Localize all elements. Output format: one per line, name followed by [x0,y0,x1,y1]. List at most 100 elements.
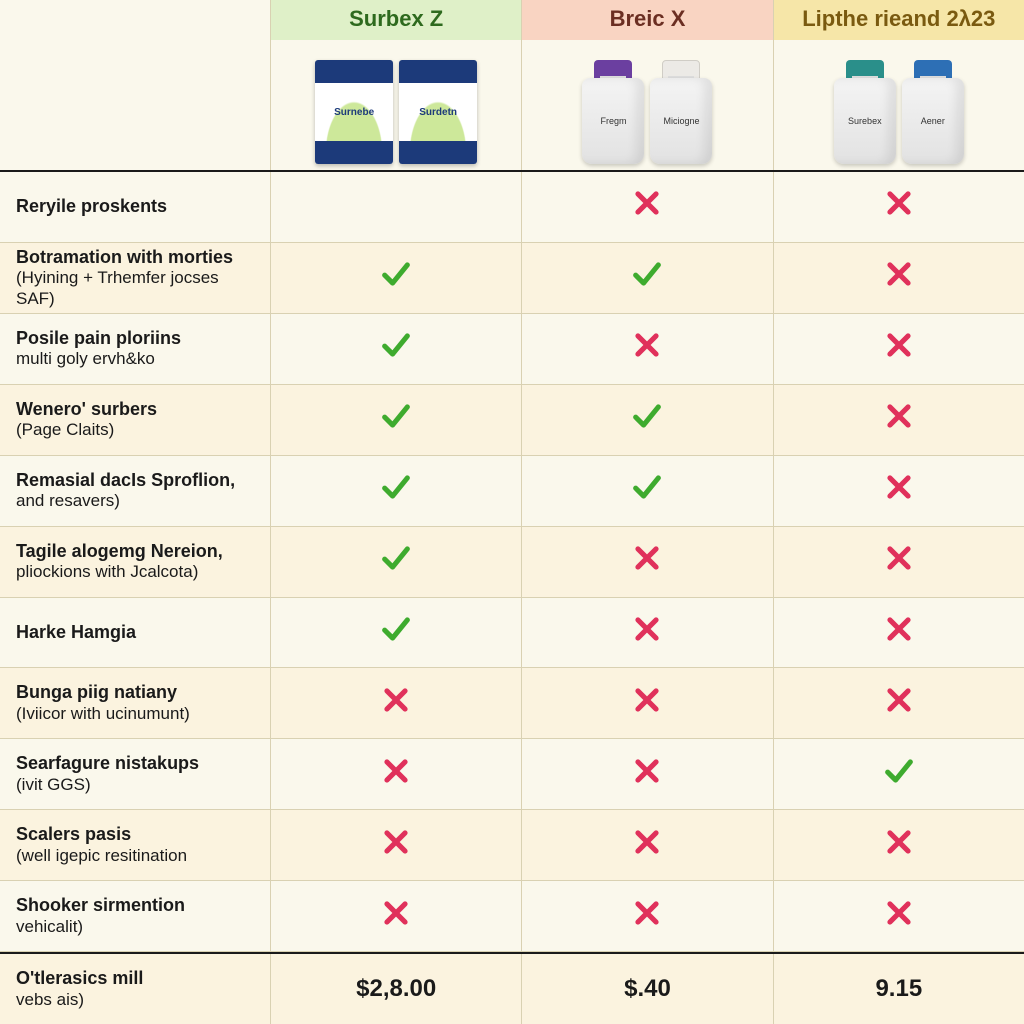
product-header-0: Surbex Z Surnebe Surdetn [270,0,521,170]
feature-cell [773,314,1024,384]
table-row: Shooker sirmentionvehicalit) [0,881,1024,952]
x-icon [630,541,664,582]
table-body: Reryile proskentsBotramation with mortie… [0,170,1024,1024]
feature-cell [270,314,521,384]
comparison-table: Surbex Z Surnebe Surdetn Breic X Fregm M… [0,0,1024,1024]
table-row: Remasial dacIs Sproflion,and resavers) [0,456,1024,527]
feature-cell [521,314,772,384]
check-icon [630,257,664,298]
x-icon [630,754,664,795]
feature-cell [773,243,1024,313]
x-icon [882,683,916,724]
check-icon [379,257,413,298]
x-icon [379,825,413,866]
check-icon [379,541,413,582]
product-name: Lipthe rieand 2λ23 [774,0,1024,40]
table-header-row: Surbex Z Surnebe Surdetn Breic X Fregm M… [0,0,1024,170]
x-icon [630,186,664,227]
feature-cell [521,739,772,809]
product-image-box: Surnebe [315,60,393,164]
x-icon [882,186,916,227]
x-icon [630,683,664,724]
x-icon [630,612,664,653]
product-name: Breic X [522,0,772,40]
row-label: Remasial dacIs Sproflion,and resavers) [0,456,270,526]
check-icon [882,754,916,795]
x-icon [379,754,413,795]
feature-cell [773,456,1024,526]
check-icon [630,470,664,511]
table-row: Bunga piig natiany(Iviicor with ucinumun… [0,668,1024,739]
feature-cell [773,527,1024,597]
x-icon [630,825,664,866]
feature-cell [773,881,1024,951]
product-image-bottle: Fregm [582,52,644,164]
feature-cell [270,385,521,455]
feature-cell [270,739,521,809]
x-icon [630,896,664,937]
feature-cell [270,172,521,242]
product-image-bottle: Miciogne [650,52,712,164]
product-name: Surbex Z [271,0,521,40]
x-icon [882,612,916,653]
header-spacer [0,0,270,170]
table-row: Scalers pasis(well igepic resitination [0,810,1024,881]
feature-cell [270,598,521,668]
price-cell: 9.15 [773,954,1024,1024]
check-icon [379,328,413,369]
price-cell: $2,8.00 [270,954,521,1024]
feature-cell [773,668,1024,738]
feature-cell [270,527,521,597]
product-images: Fregm Miciogne [578,40,716,170]
row-label: Tagile alogemg Nereion,pliockions with J… [0,527,270,597]
feature-cell [270,810,521,880]
check-icon [379,612,413,653]
product-images: Surebex Aener [830,40,968,170]
feature-cell [773,598,1024,668]
feature-cell [521,881,772,951]
x-icon [882,896,916,937]
feature-cell [521,668,772,738]
x-icon [882,399,916,440]
feature-cell [773,739,1024,809]
product-image-bottle: Surebex [834,52,896,164]
feature-cell [270,881,521,951]
feature-cell [521,456,772,526]
product-images: Surnebe Surdetn [311,40,481,170]
check-icon [379,399,413,440]
row-label: Scalers pasis(well igepic resitination [0,810,270,880]
table-row: Botramation with morties(Hyining + Trhem… [0,243,1024,314]
x-icon [630,328,664,369]
table-row: Reryile proskents [0,172,1024,243]
feature-cell [270,668,521,738]
product-image-box: Surdetn [399,60,477,164]
product-header-1: Breic X Fregm Miciogne [521,0,772,170]
price-cell: $.40 [521,954,772,1024]
row-label: O'tlerasics millvebs ais) [0,954,270,1024]
row-label: Botramation with morties(Hyining + Trhem… [0,243,270,313]
row-label: Posile pain ploriinsmulti goly ervh&ko [0,314,270,384]
x-icon [882,825,916,866]
table-row: Searfagure nistakups(ivit GGS) [0,739,1024,810]
row-label: Reryile proskents [0,172,270,242]
table-row: Posile pain ploriinsmulti goly ervh&ko [0,314,1024,385]
row-label: Shooker sirmentionvehicalit) [0,881,270,951]
x-icon [379,896,413,937]
feature-cell [521,172,772,242]
feature-cell [773,810,1024,880]
feature-cell [773,172,1024,242]
row-label: Searfagure nistakups(ivit GGS) [0,739,270,809]
x-icon [379,683,413,724]
x-icon [882,470,916,511]
row-label: Wenero' surbers(Page Claits) [0,385,270,455]
feature-cell [521,810,772,880]
check-icon [630,399,664,440]
x-icon [882,328,916,369]
product-image-bottle: Aener [902,52,964,164]
product-header-2: Lipthe rieand 2λ23 Surebex Aener [773,0,1024,170]
feature-cell [521,527,772,597]
check-icon [379,470,413,511]
price-row: O'tlerasics millvebs ais)$2,8.00$.409.15 [0,952,1024,1024]
row-label: Bunga piig natiany(Iviicor with ucinumun… [0,668,270,738]
table-row: Harke Hamgia [0,598,1024,669]
